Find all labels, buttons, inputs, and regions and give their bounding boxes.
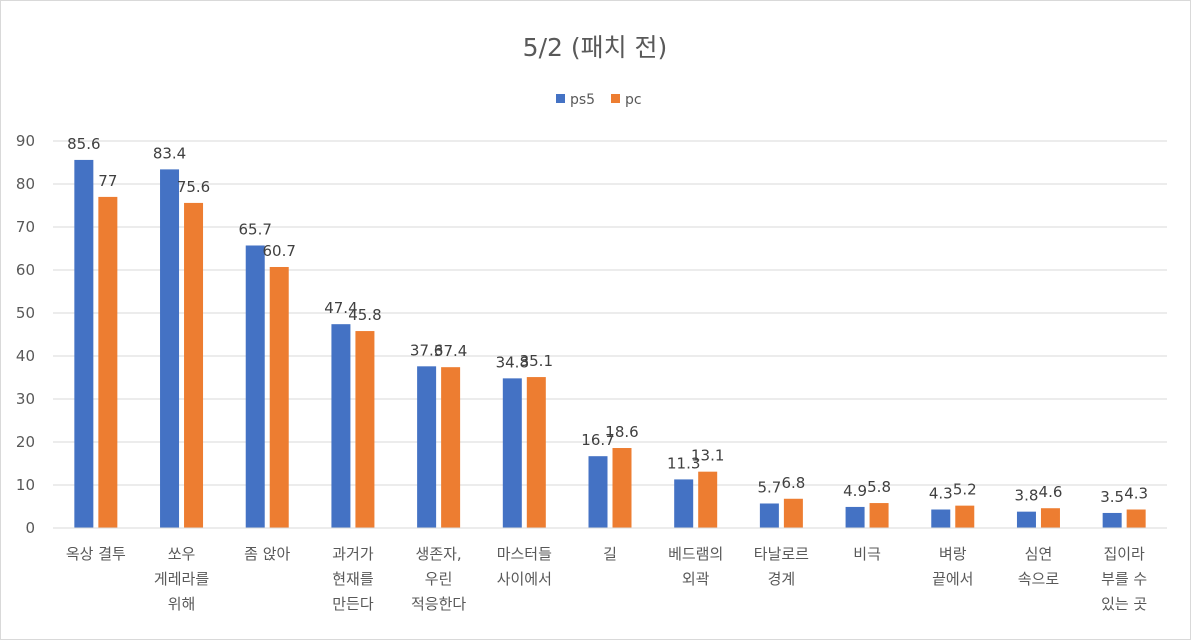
data-labels: 85.6 77 83.4 75.6 65.7 60.7 47.445.8 37.637.4 34… <box>67 135 1148 506</box>
y-tick-label: 80 <box>16 175 35 193</box>
y-tick-label: 60 <box>16 261 35 279</box>
y-tick-label: 90 <box>16 132 35 150</box>
bar-ps5-6 <box>588 456 608 528</box>
bar-ps5-9 <box>845 506 865 528</box>
legend: ps5 pc <box>556 92 642 108</box>
bar-ps5-8 <box>759 503 779 528</box>
data-label-ps5-5: 34.8 <box>496 353 529 371</box>
legend-swatch-pc <box>611 94 620 103</box>
bar-pc-7 <box>698 471 718 528</box>
x-category-label: 집이라 부를 수 있는 곳 <box>1101 545 1147 613</box>
x-category-label: 벼랑 끝에서 <box>932 545 973 588</box>
x-category-label: 쏘우 게레라를 위해 <box>154 545 209 613</box>
data-label-pc-0: 77 <box>98 172 117 190</box>
bars <box>74 159 1146 529</box>
data-label-pc-9: 5.8 <box>867 478 891 496</box>
y-axis: 0 10 20 30 40 50 60 70 80 90 <box>16 132 35 537</box>
data-label-pc-12: 4.3 <box>1124 485 1148 503</box>
chart-title: 5/2 (패치 전) <box>523 33 668 62</box>
y-tick-label: 40 <box>16 347 35 365</box>
gridlines <box>53 140 1167 529</box>
data-label-pc-3: 45.8 <box>348 306 381 324</box>
data-label-pc-6: 18.6 <box>605 423 638 441</box>
bar-pc-2 <box>269 266 289 528</box>
bar-pc-10 <box>955 505 975 528</box>
bar-pc-9 <box>869 503 889 528</box>
x-category-label: 과거가 현재를 만든다 <box>332 545 374 613</box>
bar-ps5-10 <box>931 509 951 528</box>
bar-pc-5 <box>526 377 546 528</box>
data-label-pc-10: 5.2 <box>953 481 977 499</box>
bar-pc-8 <box>783 498 803 528</box>
data-label-ps5-8: 5.7 <box>757 478 781 496</box>
bar-ps5-5 <box>502 378 522 528</box>
bar-ps5-1 <box>160 169 180 528</box>
data-label-ps5-7: 11.3 <box>667 454 700 472</box>
data-label-ps5-4: 37.6 <box>410 341 443 359</box>
legend-swatch-ps5 <box>556 94 565 103</box>
data-label-ps5-1: 83.4 <box>153 144 186 162</box>
data-label-pc-5: 35.1 <box>520 352 553 370</box>
bar-pc-12 <box>1126 509 1146 528</box>
x-category-label: 심연 속으로 <box>1018 545 1060 588</box>
y-tick-label: 20 <box>16 433 35 451</box>
y-tick-label: 0 <box>25 519 35 537</box>
bar-ps5-4 <box>417 366 437 528</box>
data-label-pc-11: 4.6 <box>1039 483 1063 501</box>
x-category-label: 마스터들 사이에서 <box>497 545 552 588</box>
data-label-pc-4: 37.4 <box>434 342 467 360</box>
bar-ps5-7 <box>674 479 694 528</box>
data-label-ps5-2: 65.7 <box>239 220 272 238</box>
data-label-ps5-9: 4.9 <box>843 482 867 500</box>
bar-pc-1 <box>184 202 204 529</box>
y-tick-label: 70 <box>16 218 35 236</box>
data-label-ps5-6: 16.7 <box>581 431 614 449</box>
y-tick-label: 50 <box>16 304 35 322</box>
data-label-ps5-0: 85.6 <box>67 135 100 153</box>
data-label-pc-1: 75.6 <box>177 178 210 196</box>
data-label-pc-7: 13.1 <box>691 447 724 465</box>
bar-ps5-3 <box>331 324 351 528</box>
bar-pc-0 <box>98 196 118 528</box>
data-label-ps5-11: 3.8 <box>1015 487 1039 505</box>
x-category-label: 생존자, 우린 적응한다 <box>411 545 466 613</box>
y-tick-label: 30 <box>16 390 35 408</box>
legend-label-pc: pc <box>625 92 642 108</box>
data-label-pc-2: 60.7 <box>263 242 296 260</box>
bar-ps5-11 <box>1016 511 1036 528</box>
bar-ps5-12 <box>1102 512 1122 528</box>
x-category-label: 베드램의 외곽 <box>668 545 723 588</box>
bar-pc-6 <box>612 448 632 528</box>
bar-pc-4 <box>441 367 461 528</box>
data-label-ps5-12: 3.5 <box>1100 488 1124 506</box>
bar-ps5-0 <box>74 159 94 529</box>
data-label-pc-8: 6.8 <box>781 474 805 492</box>
x-category-label: 길 <box>603 545 617 563</box>
x-category-label: 옥상 결투 <box>66 545 126 563</box>
legend-label-ps5: ps5 <box>570 92 595 108</box>
bar-ps5-2 <box>245 245 265 529</box>
x-category-label: 좀 앉아 <box>244 545 290 563</box>
bar-pc-3 <box>355 331 375 528</box>
x-category-label: 타날로르 경계 <box>754 545 809 588</box>
x-axis: 옥상 결투 쏘우 게레라를 위해 좀 앉아 과거가 현재를 만든다 생존자, 우린 적응한다 마스터들… <box>53 527 1167 613</box>
data-label-ps5-10: 4.3 <box>929 485 953 503</box>
data-label-ps5-3: 47.4 <box>324 299 357 317</box>
x-category-label: 비극 <box>853 545 881 563</box>
y-tick-label: 10 <box>16 476 35 494</box>
bar-pc-11 <box>1040 508 1060 528</box>
